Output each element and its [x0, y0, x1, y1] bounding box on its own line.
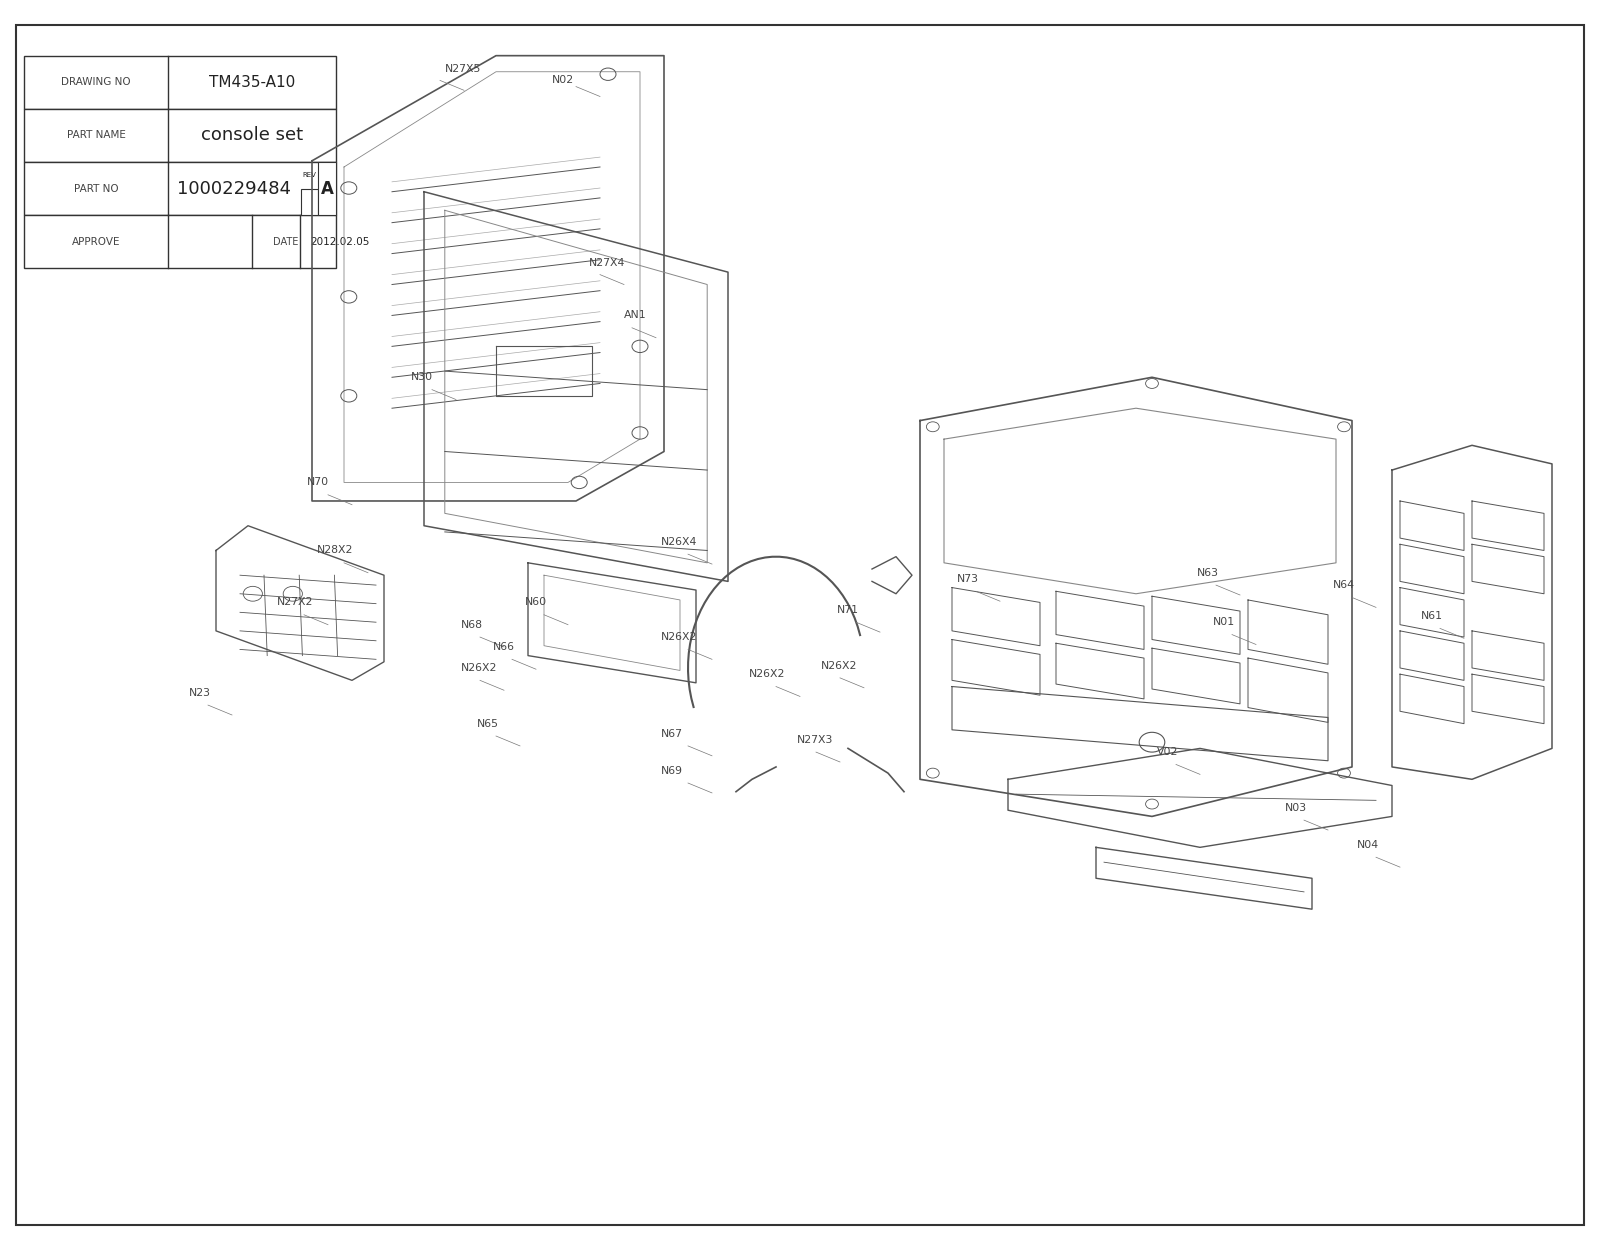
Text: N01: N01 — [1213, 617, 1235, 627]
Text: N69: N69 — [661, 766, 683, 776]
Text: DATE: DATE — [274, 236, 299, 247]
Text: DRAWING NO: DRAWING NO — [61, 77, 131, 88]
Text: N65: N65 — [477, 719, 499, 729]
Text: PART NO: PART NO — [74, 183, 118, 194]
Text: N67: N67 — [661, 729, 683, 738]
Text: N60: N60 — [525, 597, 547, 607]
Text: console set: console set — [202, 126, 302, 145]
Text: N26X2: N26X2 — [821, 661, 858, 670]
FancyBboxPatch shape — [24, 215, 336, 268]
Text: A: A — [320, 179, 334, 198]
Text: N27X2: N27X2 — [277, 597, 314, 607]
Text: N71: N71 — [837, 605, 859, 615]
Text: N73: N73 — [957, 574, 979, 584]
Text: TM435-A10: TM435-A10 — [210, 74, 294, 90]
Text: N23: N23 — [189, 688, 211, 698]
Text: N68: N68 — [461, 620, 483, 630]
Text: AN1: AN1 — [624, 310, 646, 320]
Text: N04: N04 — [1357, 840, 1379, 850]
FancyBboxPatch shape — [318, 162, 336, 215]
FancyBboxPatch shape — [24, 109, 336, 162]
Text: N30: N30 — [411, 372, 434, 382]
FancyBboxPatch shape — [24, 162, 336, 215]
Text: N70: N70 — [307, 477, 330, 487]
Text: 2012.02.05: 2012.02.05 — [310, 236, 370, 247]
Text: N61: N61 — [1421, 611, 1443, 621]
Text: N02: N02 — [552, 75, 574, 85]
FancyBboxPatch shape — [24, 56, 336, 109]
Text: N28X2: N28X2 — [317, 546, 354, 555]
Text: N64: N64 — [1333, 580, 1355, 590]
Text: N27X4: N27X4 — [589, 259, 626, 268]
Text: N66: N66 — [493, 642, 515, 652]
Text: 1000229484: 1000229484 — [178, 179, 291, 198]
Text: N63: N63 — [1197, 568, 1219, 578]
Text: N03: N03 — [1285, 803, 1307, 813]
Text: N26X2: N26X2 — [461, 663, 498, 673]
Text: N26X2: N26X2 — [661, 632, 698, 642]
Text: N26X2: N26X2 — [749, 669, 786, 679]
FancyBboxPatch shape — [301, 189, 318, 215]
Text: V02: V02 — [1157, 747, 1178, 757]
Text: N26X4: N26X4 — [661, 537, 698, 547]
Text: N27X3: N27X3 — [797, 735, 834, 745]
Text: REV: REV — [302, 172, 317, 178]
Text: PART NAME: PART NAME — [67, 130, 125, 141]
Text: N27X5: N27X5 — [445, 64, 482, 74]
Text: APPROVE: APPROVE — [72, 236, 120, 247]
